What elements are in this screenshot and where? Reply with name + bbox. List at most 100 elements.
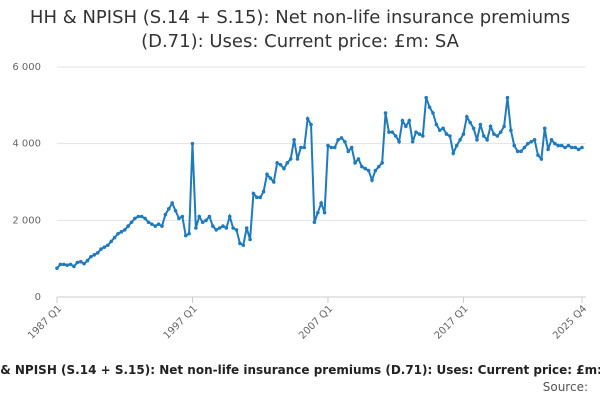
point	[465, 115, 469, 119]
point	[454, 143, 459, 148]
point	[95, 251, 100, 255]
point	[580, 145, 584, 150]
y-tick-label: 2 000	[12, 215, 41, 226]
point	[542, 126, 547, 131]
point	[404, 124, 408, 129]
point	[150, 222, 154, 226]
point	[106, 243, 110, 248]
point	[563, 145, 567, 150]
y-tick-label: 4 000	[12, 139, 41, 150]
source: Source:	[542, 380, 588, 394]
point	[305, 116, 310, 121]
point	[383, 111, 388, 115]
point	[309, 122, 313, 127]
point	[532, 138, 537, 142]
point	[346, 149, 351, 154]
point	[251, 191, 256, 196]
point	[437, 128, 442, 133]
point	[126, 224, 130, 228]
point	[512, 143, 517, 148]
point	[295, 157, 300, 161]
point	[387, 130, 391, 134]
chart-title: HH & NPISH (S.14 + S.15): Net non-life i…	[29, 7, 571, 52]
x-tick-label: 2017 Q1	[433, 303, 471, 341]
point	[475, 138, 479, 142]
point	[156, 222, 161, 226]
point	[163, 212, 168, 217]
point	[434, 122, 439, 127]
point	[495, 134, 500, 138]
point	[559, 143, 564, 148]
point	[566, 143, 571, 148]
point	[288, 157, 293, 161]
point	[553, 141, 557, 146]
point	[268, 176, 273, 180]
point	[299, 145, 303, 150]
point	[421, 134, 425, 138]
point	[526, 141, 530, 146]
point	[204, 218, 208, 223]
point	[217, 226, 222, 230]
point	[431, 111, 435, 115]
point	[261, 189, 266, 194]
point	[285, 161, 290, 165]
point	[68, 262, 73, 267]
point	[322, 210, 327, 215]
point	[221, 224, 225, 228]
point	[407, 118, 412, 123]
point	[302, 145, 307, 150]
point	[278, 162, 283, 167]
x-tick-label: 2025 Q4	[551, 303, 589, 341]
point	[339, 136, 344, 140]
point	[336, 138, 340, 142]
point	[458, 138, 462, 142]
point	[166, 207, 171, 211]
point	[515, 149, 520, 154]
point	[316, 210, 320, 215]
point	[248, 237, 252, 242]
point	[471, 126, 476, 131]
point	[55, 266, 59, 271]
point	[258, 195, 263, 200]
point	[370, 178, 374, 182]
point	[143, 216, 147, 221]
point	[393, 134, 398, 138]
point	[109, 239, 113, 244]
point	[366, 168, 371, 173]
point	[502, 124, 506, 129]
point	[376, 164, 381, 169]
point	[173, 208, 178, 213]
point	[82, 261, 86, 266]
point	[207, 214, 212, 219]
point	[112, 235, 117, 240]
point	[380, 161, 384, 165]
point	[539, 157, 544, 161]
point	[509, 128, 513, 133]
point	[187, 231, 191, 236]
point	[180, 214, 185, 219]
x-tick-label: 2007 Q1	[297, 303, 335, 341]
point	[444, 132, 449, 136]
point	[360, 164, 364, 169]
x-tick-label: 1987 Q1	[26, 303, 64, 341]
point	[89, 254, 93, 259]
point	[570, 145, 574, 150]
point	[65, 263, 69, 267]
point	[177, 216, 181, 221]
point	[292, 138, 296, 142]
line	[56, 97, 583, 269]
point	[546, 147, 550, 152]
point	[397, 139, 401, 144]
point	[319, 201, 323, 205]
point	[136, 214, 141, 219]
point	[75, 260, 80, 265]
point	[576, 147, 581, 152]
point	[271, 180, 276, 184]
point	[549, 138, 554, 142]
point	[417, 132, 422, 136]
point	[129, 220, 134, 225]
point	[234, 228, 239, 232]
point	[356, 157, 361, 161]
point	[190, 141, 195, 146]
point	[332, 145, 337, 150]
